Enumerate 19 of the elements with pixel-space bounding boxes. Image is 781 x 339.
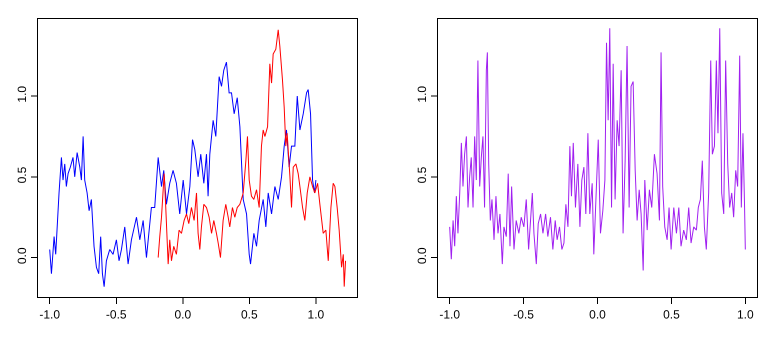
x-tick-label: 1.0 [308,307,325,322]
y-tick-label: 0.0 [415,247,430,264]
x-tick-label: -0.5 [106,307,127,322]
x-tick-label: -1.0 [439,307,460,322]
x-tick-label: -1.0 [39,307,60,322]
x-tick-label: 1.0 [736,307,754,322]
line-series [449,28,746,272]
x-tick-label: 0.5 [663,307,680,322]
line-series [49,62,316,288]
y-tick-label: 1.0 [415,86,430,103]
x-tick-label: 0.5 [240,307,258,322]
y-tick-label: 0.0 [15,247,30,264]
line-series [158,29,346,288]
y-tick-label: 0.5 [15,166,30,184]
y-tick-label: 0.5 [415,166,430,184]
y-tick-label: 1.0 [15,86,30,103]
x-tick-label: 0.0 [174,307,192,322]
x-tick-label: -0.5 [513,307,534,322]
x-tick-label: 0.0 [589,307,606,322]
